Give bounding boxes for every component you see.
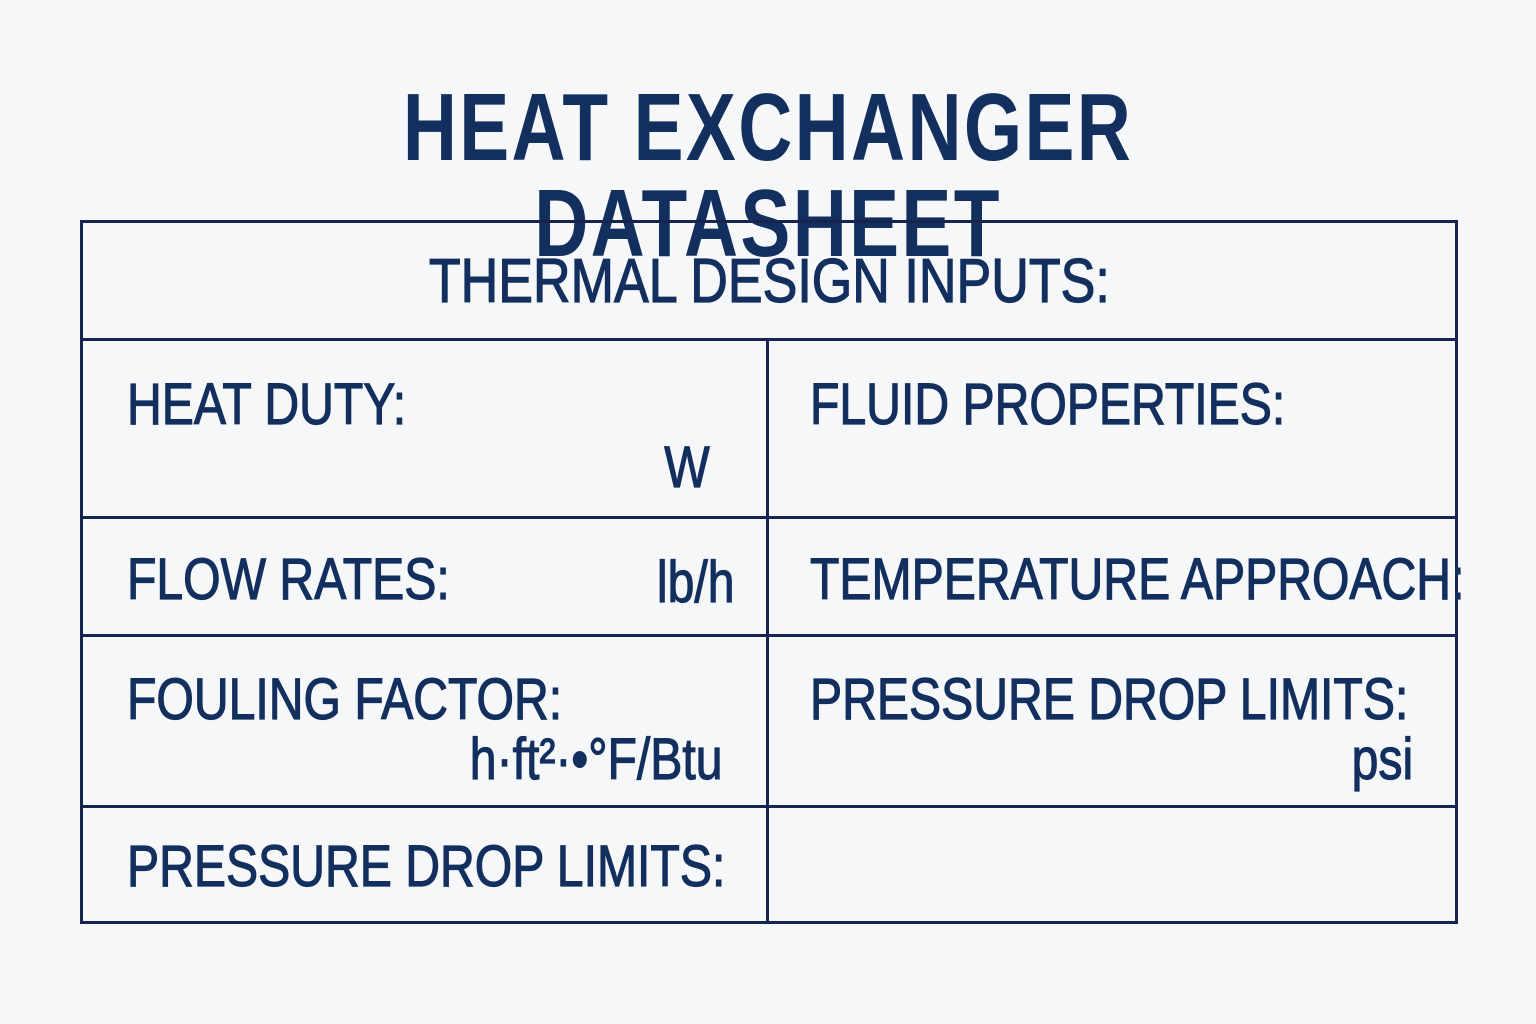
- row-divider: [80, 516, 1458, 519]
- pressure-drop-limits-label-2: PRESSURE DROP LIMITS:: [127, 834, 726, 899]
- table-header: THERMAL DESIGN INPUTS:: [428, 247, 1110, 316]
- row-divider: [80, 338, 1458, 341]
- temperature-approach-label: TEMPERATURE APPROACH:: [810, 547, 1465, 612]
- page-title: HEAT EXCHANGER DATASHEET: [402, 74, 1134, 277]
- fouling-factor-label: FOULING FACTOR:: [127, 667, 563, 732]
- pressure-drop-limits-label: PRESSURE DROP LIMITS:: [810, 667, 1409, 732]
- row-divider: [80, 634, 1458, 637]
- row-divider: [80, 805, 1458, 808]
- column-divider: [766, 340, 769, 922]
- heat-duty-unit: W: [664, 435, 710, 500]
- fluid-properties-label: FLUID PROPERTIES:: [810, 372, 1286, 437]
- fouling-factor-unit: h·ft²·•°F/Btu: [470, 727, 724, 792]
- flow-rates-label: FLOW RATES:: [127, 547, 451, 612]
- table-border: [80, 220, 1458, 924]
- heat-duty-label: HEAT DUTY:: [127, 372, 407, 437]
- pressure-drop-unit: psi: [1351, 727, 1414, 792]
- flow-rates-unit: lb/h: [657, 550, 736, 615]
